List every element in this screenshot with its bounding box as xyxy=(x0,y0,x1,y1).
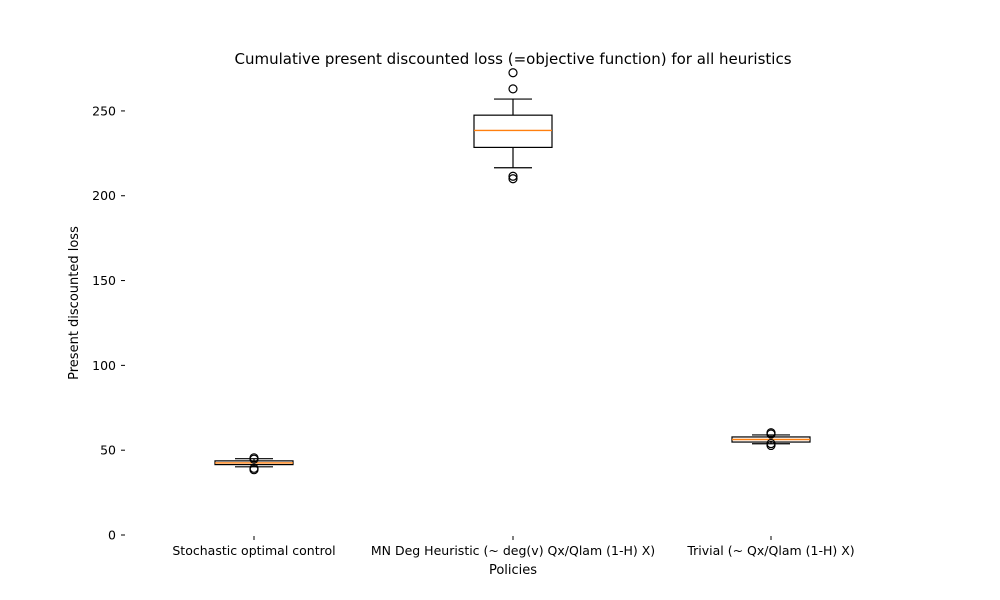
y-tick-label-1: 50 xyxy=(100,443,116,458)
y-tick-label-0: 0 xyxy=(108,528,116,543)
x-tick-label-2: Trivial (~ Qx/Qlam (1-H) X) xyxy=(686,543,854,558)
outlier-1-1 xyxy=(508,171,518,181)
y-tick-label-2: 100 xyxy=(92,358,116,373)
outlier-0-1 xyxy=(249,463,259,473)
box-group-1 xyxy=(473,68,553,184)
y-tick-label-3: 150 xyxy=(92,273,116,288)
x-tick-label-0: Stochastic optimal control xyxy=(172,543,335,558)
y-axis-label: Present discounted loss xyxy=(67,226,82,380)
plot-area xyxy=(214,68,811,475)
outlier-0-3 xyxy=(249,453,259,463)
chart-title: Cumulative present discounted loss (=obj… xyxy=(234,50,791,68)
x-axis: Stochastic optimal control MN Deg Heurist… xyxy=(172,536,855,558)
outlier-1-2 xyxy=(508,84,518,94)
y-tick-label-5: 250 xyxy=(92,103,116,118)
y-tick-label-4: 200 xyxy=(92,188,116,203)
outlier-2-1 xyxy=(766,438,776,449)
box-1 xyxy=(473,114,553,148)
box-group-2 xyxy=(731,428,811,451)
outlier-1-0 xyxy=(508,174,518,184)
y-axis: 0 50 100 150 200 250 xyxy=(92,103,125,543)
x-axis-label: Policies xyxy=(489,563,537,578)
outlier-1-3 xyxy=(508,68,518,78)
box-group-0 xyxy=(214,453,294,475)
x-tick-label-1: MN Deg Heuristic (~ deg(v) Qx/Qlam (1-H)… xyxy=(371,543,655,558)
outlier-2-3 xyxy=(766,428,776,438)
